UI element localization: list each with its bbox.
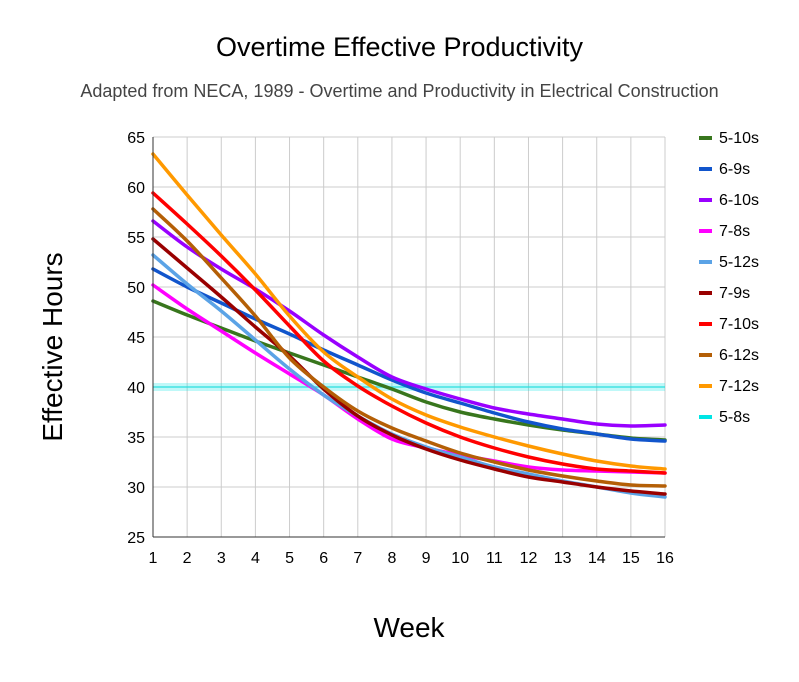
y-tick-label: 30 [127, 480, 145, 497]
series-line [151, 152, 667, 471]
legend-label: 7-12s [719, 378, 759, 395]
series-line [151, 191, 667, 475]
x-tick-label: 14 [588, 550, 606, 567]
chart-subtitle: Adapted from NECA, 1989 - Overtime and P… [80, 81, 719, 101]
legend-label: 7-8s [719, 223, 750, 240]
x-tick-label: 8 [387, 550, 396, 567]
y-tick-label: 60 [127, 180, 145, 197]
x-tick-label: 3 [217, 550, 226, 567]
series-line [151, 219, 667, 428]
x-tick-label: 1 [149, 550, 158, 567]
legend: 5-10s 6-9s 6-10s 7-8s 5-12s 7-9s 7-10s 6-12s 7-1… [699, 130, 759, 426]
x-tick-label: 5 [285, 550, 294, 567]
series-line [151, 237, 667, 496]
legend-label: 5-10s [719, 130, 759, 147]
x-tick-label: 10 [451, 550, 469, 567]
legend-label: 7-9s [719, 285, 750, 302]
series-line [151, 283, 667, 475]
y-tick-label: 25 [127, 530, 145, 547]
y-tick-label: 45 [127, 330, 145, 347]
x-tick-label: 9 [422, 550, 431, 567]
x-tick-label: 6 [319, 550, 328, 567]
x-tick-label: 2 [183, 550, 192, 567]
legend-label: 5-8s [719, 409, 750, 426]
x-tick-label: 12 [520, 550, 538, 567]
legend-label: 7-10s [719, 316, 759, 333]
x-tick-label: 4 [251, 550, 260, 567]
x-tick-label: 15 [622, 550, 640, 567]
y-tick-label: 35 [127, 430, 145, 447]
x-tick-label: 7 [353, 550, 362, 567]
x-axis-label: Week [373, 612, 445, 643]
y-tick-label: 55 [127, 230, 145, 247]
series-line [151, 299, 667, 442]
legend-label: 5-12s [719, 254, 759, 271]
series-line [151, 207, 667, 488]
x-tick-label: 16 [656, 550, 674, 567]
legend-label: 6-10s [719, 192, 759, 209]
legend-label: 6-9s [719, 161, 750, 178]
y-tick-label: 40 [127, 380, 145, 397]
y-tick-label: 50 [127, 280, 145, 297]
x-tick-label: 11 [486, 550, 503, 567]
axes: 1 2 3 4 5 6 7 8 9 10 11 12 13 14 15 1625303540455055606… [127, 130, 674, 567]
x-tick-label: 13 [554, 550, 572, 567]
y-tick-label: 65 [127, 130, 145, 147]
chart-title: Overtime Effective Productivity [215, 32, 584, 62]
series-lines [151, 152, 667, 499]
legend-label: 6-12s [719, 347, 759, 364]
